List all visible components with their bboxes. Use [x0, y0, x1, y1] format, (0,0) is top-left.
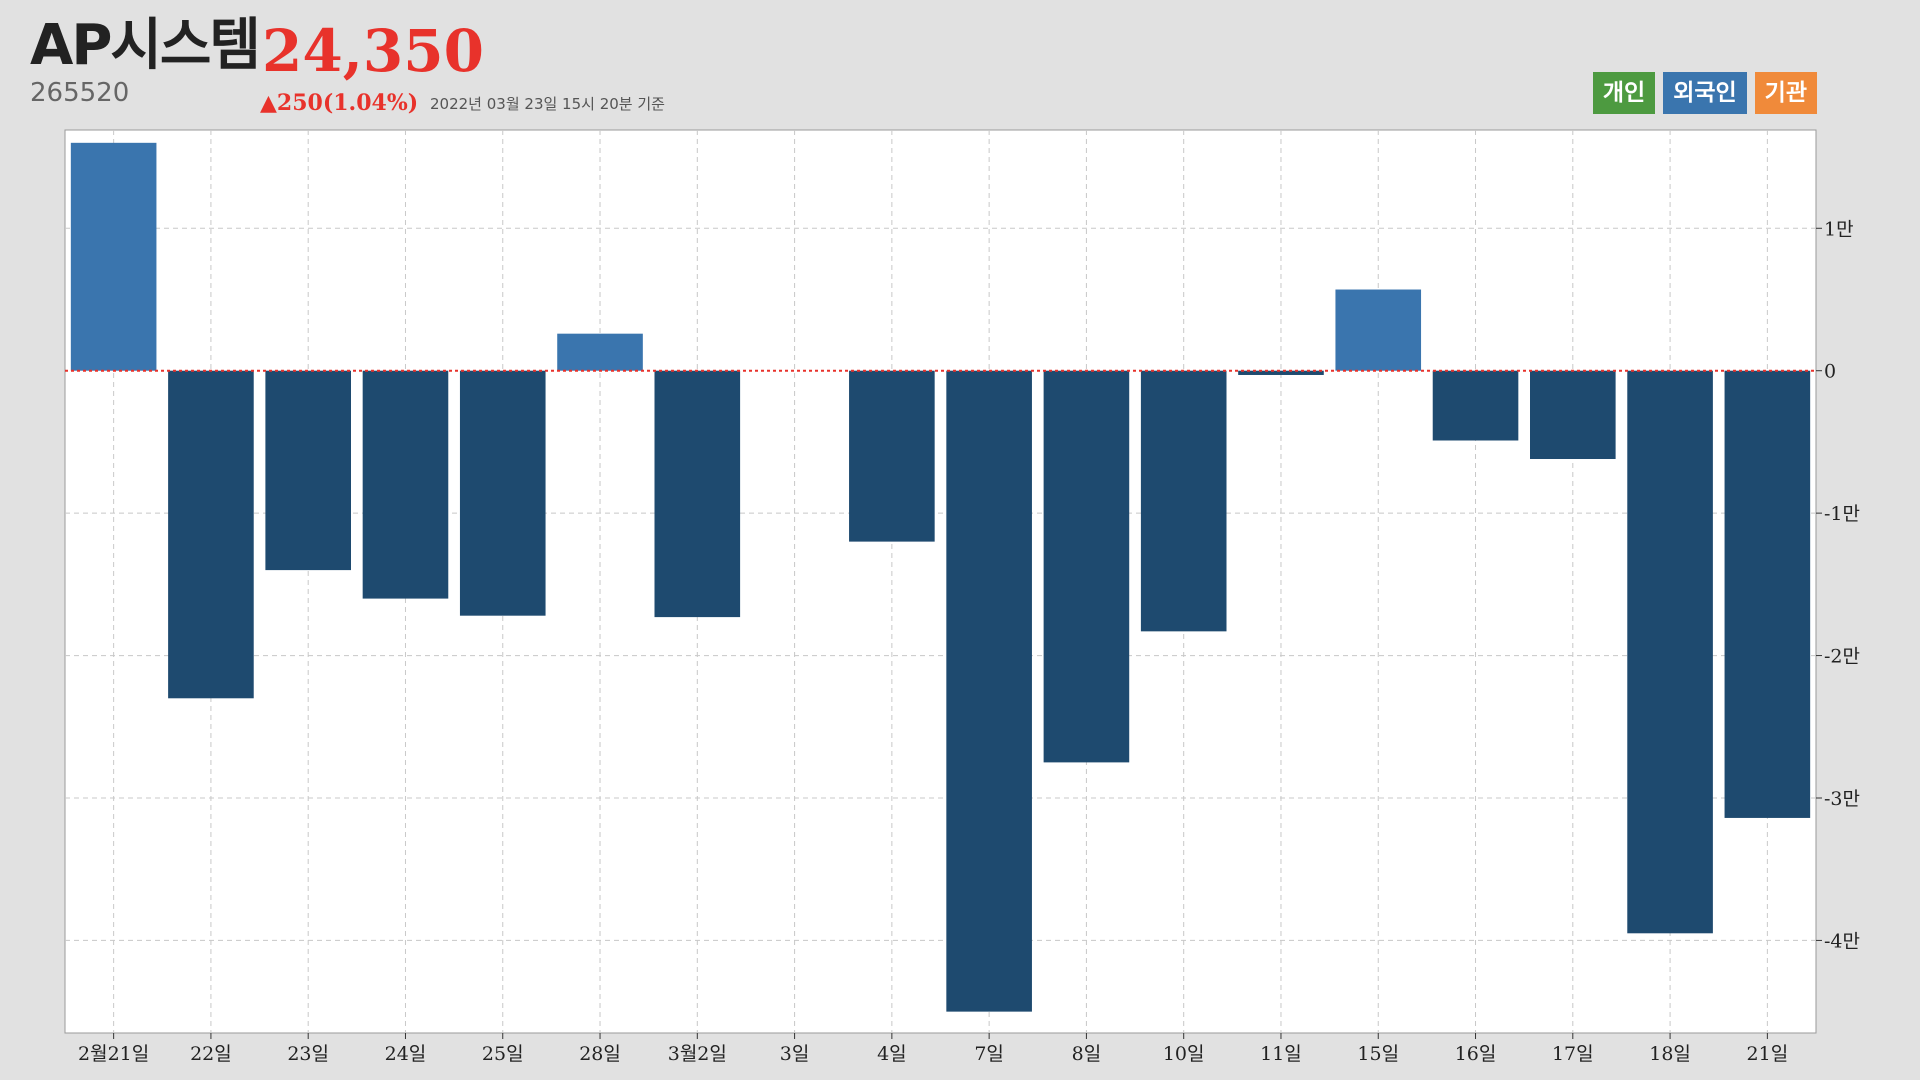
y-tick-label: -3만 [1824, 788, 1860, 810]
stock-name: AP시스템 [30, 13, 261, 78]
x-tick-label: 16일 [1455, 1043, 1497, 1065]
x-tick-label: 7일 [974, 1043, 1004, 1065]
bar-6 [654, 370, 741, 618]
bar-8 [849, 370, 935, 542]
bar-15 [1530, 370, 1616, 460]
legend-foreign[interactable]: 외국인 [1663, 72, 1747, 114]
y-tick-label: 1만 [1824, 218, 1854, 240]
stock-price: 24,350 [262, 17, 484, 85]
plot-area [64, 129, 1817, 1034]
x-tick-label: 25일 [482, 1043, 524, 1065]
price-change: ▲250(1.04%) [260, 90, 419, 116]
bar-2 [265, 370, 351, 571]
bar-13 [1335, 289, 1422, 371]
x-tick-label: 28일 [579, 1043, 621, 1065]
bar-3 [362, 370, 449, 599]
bar-14 [1432, 370, 1519, 441]
legend-individual[interactable]: 개인 [1592, 72, 1656, 114]
bar-12 [1238, 370, 1324, 375]
y-tick-label: -1만 [1824, 503, 1860, 525]
bar-11 [1140, 370, 1227, 632]
x-tick-label: 2월21일 [78, 1043, 149, 1065]
bar-4 [459, 370, 546, 616]
x-tick-label: 22일 [190, 1043, 232, 1065]
stock-code: 265520 [30, 78, 130, 108]
y-tick-label: -2만 [1824, 646, 1860, 668]
x-tick-label: 21일 [1747, 1043, 1789, 1065]
x-tick-label: 4일 [877, 1043, 907, 1065]
x-tick-label: 15일 [1357, 1043, 1399, 1065]
x-tick-label: 17일 [1552, 1043, 1594, 1065]
bar-16 [1627, 370, 1713, 934]
bar-1 [168, 370, 254, 699]
y-tick-label: -4만 [1824, 930, 1860, 952]
x-tick-label: 11일 [1260, 1043, 1302, 1065]
x-tick-label: 8일 [1072, 1043, 1102, 1065]
bar-9 [946, 370, 1032, 1012]
bar-10 [1043, 370, 1130, 763]
x-tick-label: 18일 [1649, 1043, 1691, 1065]
x-tick-label: 10일 [1163, 1043, 1205, 1065]
x-tick-label: 3일 [780, 1043, 810, 1065]
bar-5 [557, 333, 643, 371]
legend: 개인 외국인 기관 [1592, 72, 1817, 114]
bar-0 [70, 142, 157, 371]
x-tick-label: 3월2일 [668, 1043, 727, 1065]
x-tick-label: 24일 [385, 1043, 427, 1065]
x-tick-label: 23일 [287, 1043, 329, 1065]
legend-institution[interactable]: 기관 [1754, 72, 1817, 114]
y-tick-label: 0 [1824, 361, 1836, 383]
timestamp: 2022년 03월 23일 15시 20분 기준 [430, 95, 665, 113]
bar-17 [1724, 370, 1811, 818]
